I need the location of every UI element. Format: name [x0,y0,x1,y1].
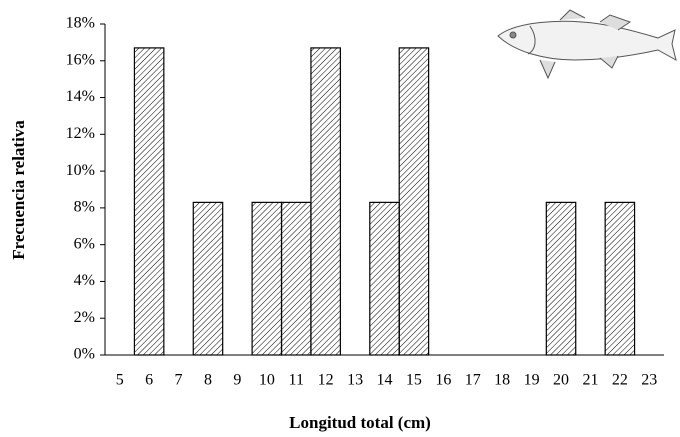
x-tick-label: 7 [175,372,183,389]
y-tick-label: 8% [74,199,95,216]
y-tick-label: 0% [74,346,95,363]
y-axis-title: Frecuencia relativa [9,120,28,260]
x-tick-label: 12 [318,372,334,389]
x-tick-label: 10 [259,372,275,389]
bar [133,47,165,356]
x-tick-label: 19 [524,372,540,389]
fish-illustration [497,9,677,80]
bar [192,201,224,356]
bar [310,47,341,356]
x-tick-label: 8 [204,372,212,389]
bar [280,201,312,356]
y-tick-label: 2% [74,309,95,326]
bar [369,201,400,356]
x-tick-label: 21 [582,372,598,389]
x-tick-label: 11 [289,372,304,389]
x-tick-label: 22 [612,372,628,389]
x-tick-label: 18 [494,372,510,389]
x-tick-label: 15 [406,372,422,389]
y-tick-label: 16% [66,51,95,68]
bar [545,201,577,356]
y-tick-label: 12% [66,125,95,142]
bar [604,201,636,356]
y-tick-label: 14% [66,88,95,105]
y-tick-label: 6% [74,235,95,252]
x-tick-label: 5 [116,372,124,389]
x-tick-label: 16 [435,372,451,389]
y-tick-label: 4% [74,272,95,289]
x-tick-label: 6 [145,372,153,389]
x-axis-title: Longitud total (cm) [289,413,431,432]
x-tick-label: 17 [465,372,481,389]
y-tick-label: 18% [66,15,95,32]
x-tick-label: 14 [377,372,393,389]
bar [251,201,283,356]
x-tick-label: 20 [553,372,569,389]
x-tick-label: 13 [347,372,363,389]
x-tick-label: 23 [641,372,657,389]
x-tick-label: 9 [233,372,241,389]
y-tick-label: 10% [66,162,95,179]
bar [398,47,430,356]
